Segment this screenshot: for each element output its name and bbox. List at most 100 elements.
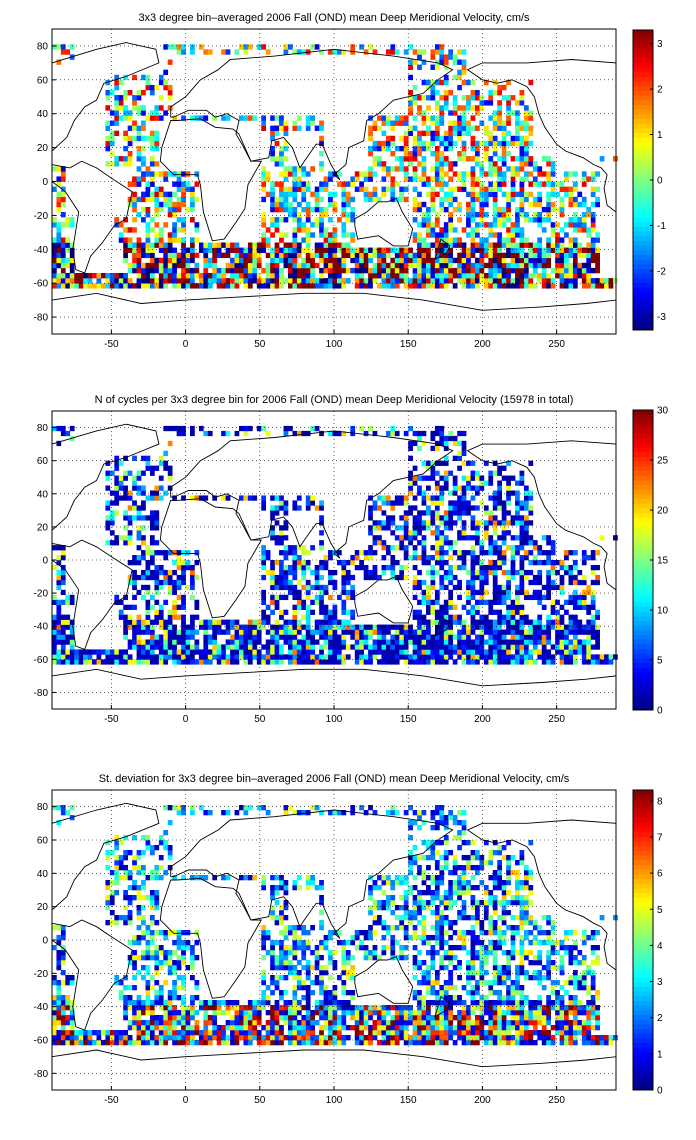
heatmap-cell	[252, 247, 258, 253]
heatmap-cell	[141, 283, 146, 289]
heatmap-cell	[586, 212, 592, 218]
heatmap-cell	[319, 634, 324, 640]
heatmap-cell	[461, 490, 467, 496]
heatmap-cell	[479, 634, 485, 640]
heatmap-cell	[515, 589, 520, 596]
heatmap-cell	[412, 505, 418, 511]
heatmap-cell	[443, 262, 449, 269]
heatmap-cell	[261, 176, 267, 182]
heatmap-cell	[430, 120, 436, 126]
heatmap-cell	[127, 161, 133, 167]
heatmap-cell	[590, 278, 596, 284]
heatmap-cell	[377, 535, 382, 541]
heatmap-cell	[439, 550, 445, 556]
heatmap-cell	[207, 639, 213, 645]
heatmap-cell	[132, 629, 137, 635]
heatmap-cell	[172, 654, 177, 660]
heatmap-cell	[385, 525, 391, 531]
heatmap-cell	[354, 550, 360, 556]
panel-1: -50 0 50 100 150 200 250806040200-20-40-60-803…	[34, 28, 666, 350]
heatmap-cell	[239, 252, 244, 259]
heatmap-cell	[52, 975, 57, 981]
heatmap-cell	[292, 257, 298, 264]
heatmap-cell	[492, 594, 498, 601]
heatmap-cell	[132, 639, 137, 645]
heatmap-cell	[390, 545, 396, 551]
heatmap-cell	[372, 171, 378, 177]
heatmap-cell	[515, 619, 520, 625]
heatmap-cell	[457, 535, 462, 541]
heatmap-cell	[443, 649, 449, 655]
heatmap-cell	[408, 257, 413, 264]
heatmap-cell	[319, 151, 324, 157]
heatmap-cell	[403, 624, 409, 630]
heatmap-cell	[287, 166, 293, 172]
heatmap-cell	[283, 278, 289, 284]
colorbar-segment	[633, 541, 653, 547]
heatmap-cell	[310, 262, 315, 269]
heatmap-cell	[69, 649, 75, 655]
heatmap-cell	[381, 659, 387, 665]
heatmap-cell	[105, 649, 111, 655]
heatmap-cell	[501, 515, 507, 521]
heatmap-cell	[501, 550, 507, 556]
heatmap-cell	[167, 589, 173, 596]
heatmap-cell	[528, 262, 534, 269]
heatmap-cell	[359, 267, 364, 274]
heatmap-cell	[118, 485, 124, 491]
heatmap-cell	[60, 555, 66, 561]
colorbar-segment	[633, 114, 653, 120]
heatmap-cell	[328, 654, 333, 660]
colorbar-segment	[633, 240, 653, 247]
heatmap-cell	[483, 460, 489, 466]
heatmap-cell	[172, 247, 177, 253]
heatmap-cell	[314, 584, 320, 591]
heatmap-cell	[141, 217, 146, 223]
heatmap-cell	[83, 659, 88, 665]
heatmap-cell	[274, 242, 280, 248]
heatmap-cell	[466, 535, 471, 541]
heatmap-cell	[559, 206, 565, 213]
heatmap-cell	[461, 115, 467, 121]
heatmap-cell	[479, 624, 485, 630]
y-tick-label: 0	[42, 177, 48, 188]
colorbar-segment	[633, 428, 653, 434]
heatmap-cell	[417, 629, 422, 635]
heatmap-cell	[234, 49, 240, 55]
heatmap-cell	[167, 619, 173, 625]
heatmap-cell	[141, 470, 146, 476]
heatmap-cell	[176, 555, 182, 561]
heatmap-cell	[497, 505, 503, 511]
heatmap-cell	[523, 145, 529, 152]
heatmap-cell	[350, 267, 356, 274]
heatmap-cell	[305, 283, 311, 289]
heatmap-cell	[403, 156, 409, 162]
heatmap-cell	[377, 125, 382, 131]
heatmap-cell	[483, 589, 489, 596]
heatmap-cell	[546, 574, 551, 581]
heatmap-cell	[167, 440, 173, 447]
heatmap-cell	[443, 510, 449, 516]
heatmap-cell	[194, 599, 200, 605]
heatmap-cell	[483, 654, 489, 660]
heatmap-cell	[145, 278, 151, 284]
heatmap-cell	[305, 495, 311, 501]
heatmap-cell	[274, 257, 280, 264]
heatmap-cell	[443, 196, 449, 203]
heatmap-cell	[56, 191, 62, 198]
heatmap-cell	[368, 135, 373, 142]
heatmap-cell	[368, 145, 373, 152]
heatmap-cell	[60, 1015, 66, 1021]
heatmap-cell	[109, 470, 115, 476]
heatmap-cell	[105, 840, 111, 846]
heatmap-cell	[483, 140, 489, 147]
heatmap-cell	[546, 278, 551, 284]
heatmap-cell	[506, 262, 511, 269]
heatmap-cell	[230, 654, 235, 660]
heatmap-cell	[270, 232, 275, 238]
heatmap-cell	[412, 634, 418, 640]
colorbar-segment	[633, 583, 653, 589]
heatmap-cell	[434, 125, 440, 131]
heatmap-cell	[403, 252, 409, 259]
heatmap-cell	[475, 555, 480, 561]
